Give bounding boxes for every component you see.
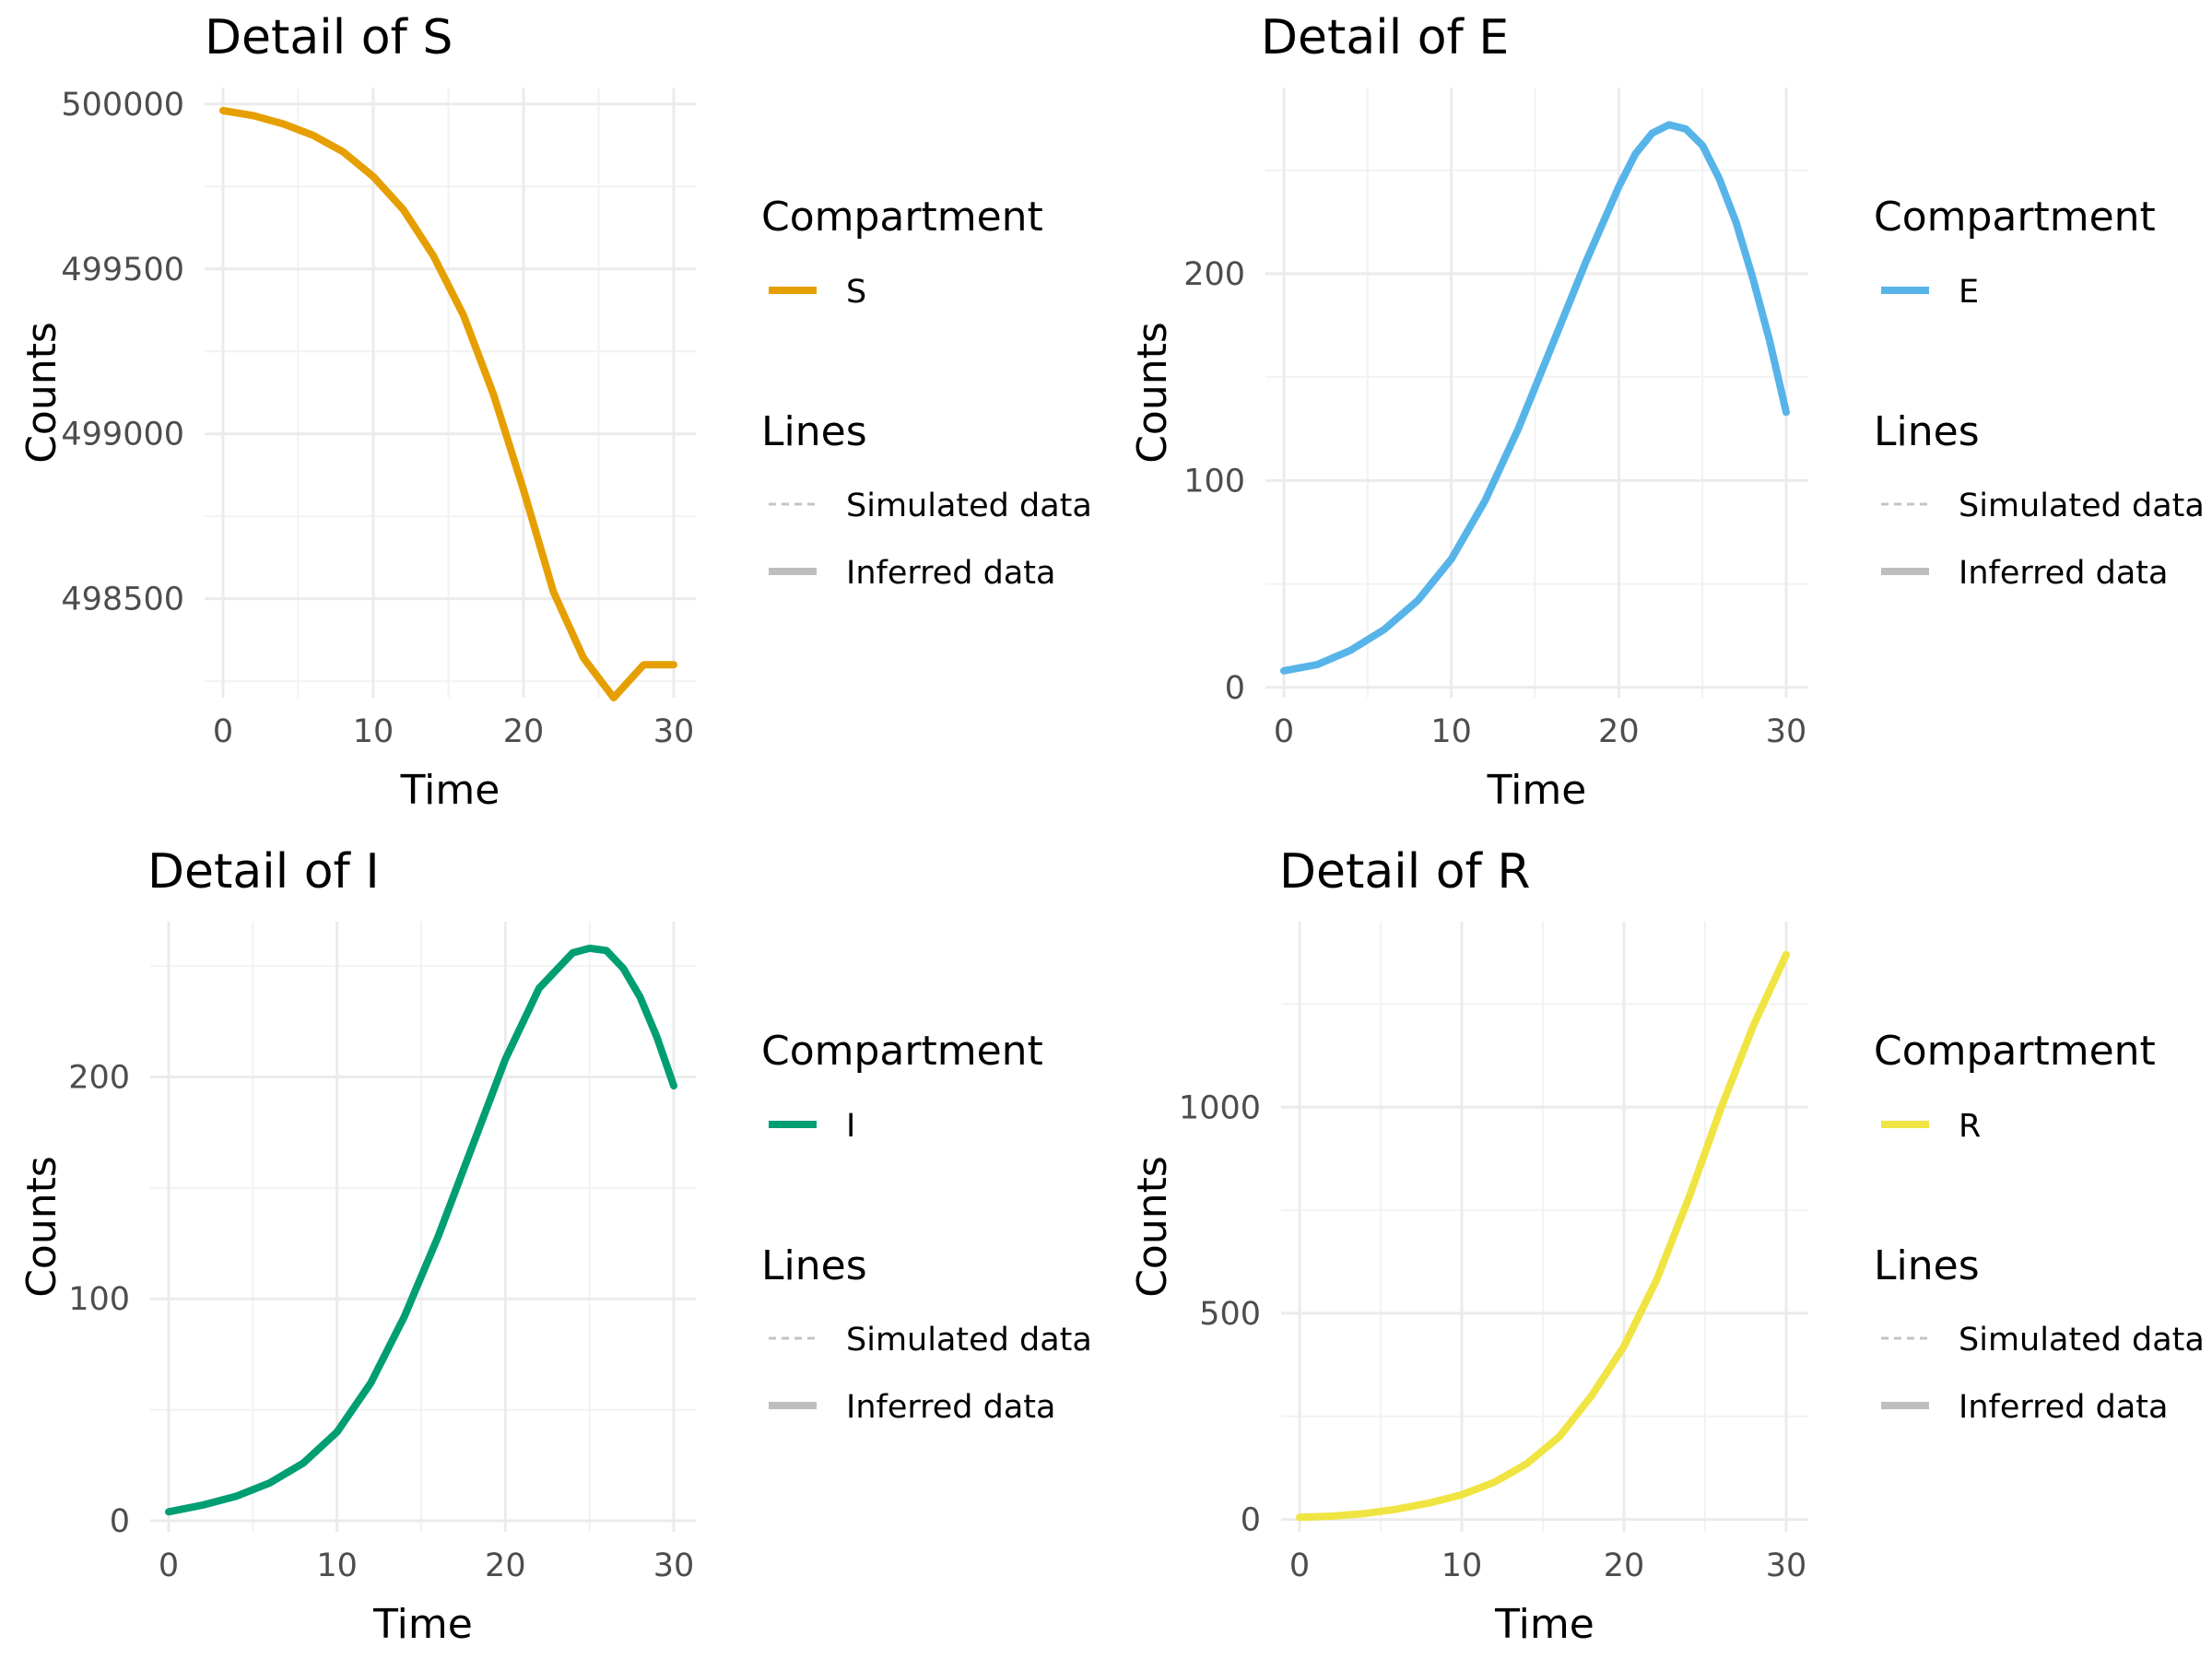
chart-4-x-axis-title: Time — [1494, 1601, 1594, 1648]
chart-1-x-tick-label: 30 — [653, 713, 695, 750]
chart-1-y-axis-title: Counts — [18, 322, 65, 464]
chart-2-series-line — [1280, 121, 1790, 675]
chart-3-y-tick-label: 100 — [68, 1281, 130, 1318]
chart-2-legend-simulated-label: Simulated data — [1959, 488, 2205, 524]
chart-1-legend-simulated-label: Simulated data — [846, 488, 1092, 524]
chart-3-legend-compartment-title: Compartment — [761, 1028, 1043, 1075]
chart-3-x-tick-label: 10 — [316, 1547, 358, 1584]
chart-3-legend-inferred-label: Inferred data — [846, 1389, 1055, 1426]
chart-4-x-tick-label: 20 — [1604, 1547, 1645, 1584]
chart-1-series-line — [219, 107, 677, 701]
chart-1-title: Detail of S — [205, 10, 453, 65]
chart-1-legend-lines-title: Lines — [761, 408, 867, 455]
chart-3: 0 10 20 30 0 100 200 Detail of I Time Counts Compa… — [18, 844, 1092, 1648]
chart-1-y-tick-label: 500000 — [61, 87, 184, 124]
chart-3-title: Detail of I — [147, 844, 380, 900]
chart-1-x-axis-title: Time — [400, 767, 500, 814]
chart-4-x-tick-label: 0 — [1289, 1547, 1310, 1584]
chart-3-x-tick-label: 30 — [653, 1547, 695, 1584]
chart-2-x-tick-label: 30 — [1766, 713, 1807, 750]
chart-4-legend-compartment-title: Compartment — [1874, 1028, 2156, 1075]
chart-3-legend-compartment-label: I — [846, 1108, 855, 1145]
chart-4-legend-simulated-label: Simulated data — [1959, 1322, 2205, 1359]
chart-3-series-line — [165, 944, 677, 1516]
chart-1-legend-inferred-label: Inferred data — [846, 555, 1055, 592]
chart-4-y-tick-label: 500 — [1199, 1296, 1261, 1333]
chart-3-x-axis-title: Time — [372, 1601, 473, 1648]
chart-2-title: Detail of E — [1261, 10, 1509, 65]
chart-3-x-tick-label: 0 — [159, 1547, 179, 1584]
chart-2-y-tick-label: 0 — [1225, 670, 1245, 707]
chart-1-y-tick-label: 499500 — [61, 252, 184, 288]
chart-4-legend: Compartment R Lines Simulated data Inferred … — [1874, 1028, 2205, 1426]
chart-3-y-axis-title: Counts — [18, 1156, 65, 1298]
chart-3-y-tick-label: 0 — [110, 1503, 130, 1540]
chart-1-legend-compartment-title: Compartment — [761, 194, 1043, 241]
chart-4-x-tick-label: 10 — [1441, 1547, 1483, 1584]
chart-2-legend: Compartment E Lines Simulated data Inferred … — [1874, 194, 2205, 592]
chart-4-y-axis-title: Counts — [1129, 1156, 1176, 1298]
chart-1-legend-compartment-label: S — [846, 274, 866, 311]
chart-4: 0 10 20 30 0 500 1000 Detail of R Time Counts Comp… — [1129, 844, 2205, 1648]
chart-1: 0 10 20 30 498500 499000 499500 500000 Detail of… — [18, 10, 1092, 814]
chart-2-x-tick-label: 0 — [1274, 713, 1294, 750]
chart-2-x-tick-label: 20 — [1598, 713, 1640, 750]
chart-4-legend-lines-title: Lines — [1874, 1242, 1980, 1289]
chart-2-legend-compartment-label: E — [1959, 274, 1979, 311]
chart-4-legend-inferred-label: Inferred data — [1959, 1389, 2168, 1426]
chart-1-x-tick-label: 10 — [353, 713, 394, 750]
chart-2-y-tick-label: 200 — [1183, 256, 1245, 293]
chart-4-x-tick-label: 30 — [1766, 1547, 1807, 1584]
chart-4-y-tick-label: 0 — [1241, 1502, 1261, 1539]
chart-3-x-tick-label: 20 — [485, 1547, 526, 1584]
chart-1-y-tick-label: 499000 — [61, 417, 184, 453]
chart-2-legend-inferred-label: Inferred data — [1959, 555, 2168, 592]
chart-2-legend-lines-title: Lines — [1874, 408, 1980, 455]
chart-4-title: Detail of R — [1279, 844, 1531, 900]
chart-1-x-tick-label: 0 — [213, 713, 233, 750]
chart-3-legend-lines-title: Lines — [761, 1242, 867, 1289]
chart-3-legend: Compartment I Lines Simulated data Inferred … — [761, 1028, 1092, 1426]
chart-4-series-line — [1296, 950, 1790, 1522]
chart-2-x-axis-title: Time — [1487, 767, 1587, 814]
chart-2: 0 10 20 30 0 100 200 Detail of E Time Counts Compa… — [1129, 10, 2205, 814]
chart-2-y-tick-label: 100 — [1183, 463, 1245, 500]
chart-2-legend-compartment-title: Compartment — [1874, 194, 2156, 241]
chart-1-y-tick-label: 498500 — [61, 582, 184, 618]
chart-2-x-tick-label: 10 — [1430, 713, 1472, 750]
chart-3-y-tick-label: 200 — [68, 1060, 130, 1097]
chart-3-legend-simulated-label: Simulated data — [846, 1322, 1092, 1359]
chart-4-legend-compartment-label: R — [1959, 1108, 1981, 1145]
chart-4-y-tick-label: 1000 — [1179, 1089, 1261, 1126]
chart-1-x-tick-label: 20 — [503, 713, 545, 750]
chart-2-y-axis-title: Counts — [1129, 322, 1176, 464]
chart-1-legend: Compartment S Lines Simulated data Inferred … — [761, 194, 1092, 592]
